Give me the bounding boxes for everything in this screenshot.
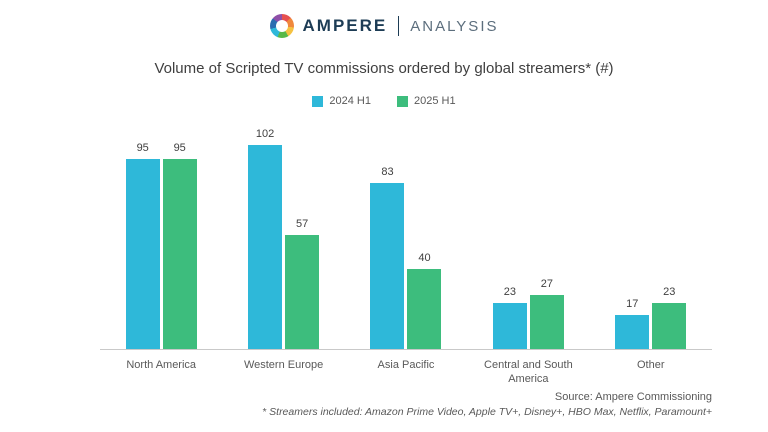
- chart-title: Volume of Scripted TV commissions ordere…: [154, 60, 614, 77]
- category-label: Central and South America: [484, 359, 573, 386]
- category-label: Other: [637, 359, 665, 371]
- ampere-logo-icon: [269, 14, 294, 38]
- bar-value-label: 27: [540, 278, 553, 290]
- bar-value-label: 95: [173, 142, 186, 154]
- source-text: Source: Ampere Commissioning: [554, 391, 712, 403]
- plot-area: 95 95 102 57 83 40 23 27 17 23: [100, 128, 712, 350]
- legend-label-2024: 2024 H1: [329, 95, 371, 107]
- bar: 17: [615, 298, 650, 349]
- bar: 102: [248, 128, 283, 349]
- chart-legend: 2024 H1 2025 H1: [0, 95, 768, 107]
- bar-group: 23 27: [492, 130, 564, 349]
- bar-value-label: 57: [295, 218, 309, 230]
- logo-secondary-text: ANALYSIS: [410, 17, 499, 35]
- bar-group: 95 95: [125, 130, 197, 349]
- bar: 40: [407, 252, 442, 349]
- bar-value-label: 23: [503, 286, 516, 298]
- logo-separator: [398, 16, 400, 36]
- legend-label-2025: 2025 H1: [414, 95, 456, 107]
- bar-value-label: 17: [626, 298, 639, 310]
- category-label: North America: [126, 359, 197, 371]
- bar-group: 102 57: [248, 128, 320, 349]
- footer: Source: Ampere Commissioning * Streamers…: [262, 391, 712, 418]
- category-label: Asia Pacific: [377, 359, 435, 371]
- bar-value-label: 23: [663, 286, 676, 298]
- chart-area: 95 95 102 57 83 40 23 27 17 23 North America Weste…: [100, 128, 712, 387]
- bar-group: 83 40: [370, 130, 442, 349]
- bar-value-label: 40: [418, 252, 431, 264]
- bar: 95: [162, 142, 197, 349]
- logo-brand-text: AMPERE: [302, 16, 388, 35]
- bar: 57: [285, 218, 320, 349]
- legend-swatch-2024: [312, 95, 324, 107]
- bar-value-label: 102: [255, 128, 275, 140]
- category-axis: North America Western Europe Asia Pacific C…: [100, 358, 712, 387]
- bar: 23: [652, 286, 687, 349]
- legend-item-2024: 2024 H1: [312, 95, 371, 107]
- bar: 95: [125, 142, 160, 349]
- bar: 27: [529, 278, 564, 349]
- logo: AMPERE ANALYSIS: [0, 14, 768, 38]
- bar-value-label: 83: [381, 166, 394, 178]
- bar: 23: [492, 286, 527, 349]
- footnote-text: * Streamers included: Amazon Prime Video…: [262, 406, 712, 418]
- category-label: Western Europe: [243, 359, 324, 371]
- bar-value-label: 95: [136, 142, 149, 154]
- legend-item-2025: 2025 H1: [397, 95, 456, 107]
- bar-group: 17 23: [615, 130, 687, 349]
- bar: 83: [370, 166, 405, 349]
- legend-swatch-2025: [397, 95, 408, 107]
